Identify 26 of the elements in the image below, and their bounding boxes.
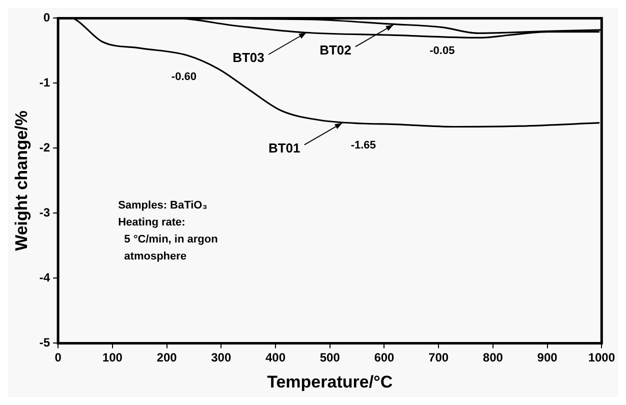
x-tick-label: 700	[428, 350, 449, 365]
x-tick-label: 600	[374, 350, 395, 365]
y-tick-label: -5	[39, 336, 50, 350]
x-tick-label: 0	[54, 350, 62, 365]
x-tick-label: 900	[537, 350, 558, 365]
x-tick-label: 300	[211, 350, 232, 365]
x-tick-label: 500	[320, 350, 340, 365]
annotation: BT02	[320, 42, 352, 58]
y-tick-label: -1	[39, 76, 50, 90]
x-tick-label: 800	[482, 350, 504, 365]
y-tick-label: -4	[39, 270, 50, 285]
y-tick-label: 0	[43, 10, 50, 25]
annotation: BT03	[232, 50, 264, 66]
annotation: -1.65	[350, 139, 376, 152]
x-tick-label: 100	[102, 350, 123, 365]
x-tick-label: 200	[156, 350, 178, 365]
y-tick-label: -2	[39, 140, 50, 155]
x-tick-label: 400	[265, 350, 286, 365]
y-tick-label: -3	[39, 206, 50, 220]
x-tick-label: 1000	[588, 350, 616, 365]
annotation: -0.05	[430, 45, 455, 58]
annotation: -0.60	[171, 71, 197, 84]
y-axis-title: Weight change/%	[12, 110, 31, 251]
annotation: Samples: BaTiO₃ Heating rate: 5 °C/min, in argon atmosphere	[118, 200, 218, 263]
annotation: BT01	[268, 140, 300, 156]
x-axis-title: Temperature/°C	[267, 372, 393, 392]
